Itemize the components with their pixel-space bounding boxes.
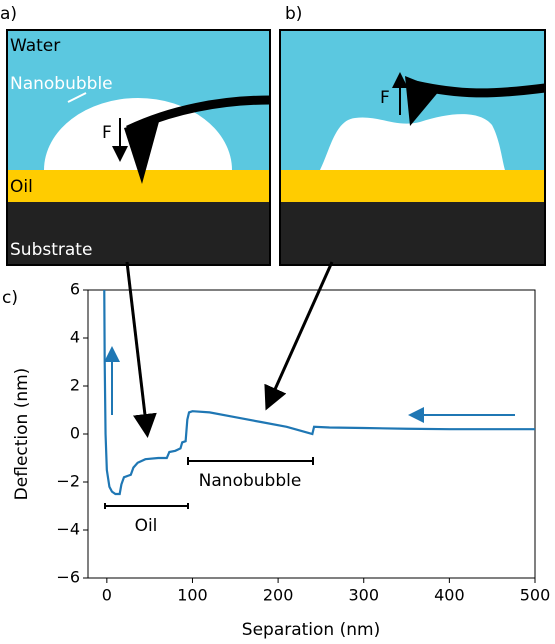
connector-arrow <box>125 261 157 438</box>
y-axis-title: Deflection (nm) <box>12 368 32 501</box>
y-tick-label: −2 <box>56 472 80 491</box>
label: F <box>102 123 112 143</box>
y-tick-label: 6 <box>70 280 80 299</box>
bracket <box>104 503 189 509</box>
y-tick-label: −6 <box>56 568 80 587</box>
panel-label: b) <box>285 4 302 24</box>
annotation: Nanobubble <box>199 471 302 491</box>
panel-b: b) F <box>279 4 546 266</box>
data-line <box>103 290 535 496</box>
annotation: Oil <box>135 516 158 536</box>
x-axis-title: Separation (nm) <box>242 620 380 640</box>
y-tick-label: 2 <box>70 376 80 395</box>
x-tick-label: 400 <box>434 586 465 605</box>
x-tick-label: 0 <box>102 586 112 605</box>
x-tick-label: 200 <box>263 586 294 605</box>
frame <box>279 29 546 266</box>
label: F <box>380 88 390 108</box>
label: Substrate <box>10 240 92 260</box>
nanobubble <box>320 114 505 170</box>
x-tick-label: 500 <box>520 586 551 605</box>
y-tick-label: 0 <box>70 424 80 443</box>
oil-layer <box>280 170 545 202</box>
substrate <box>7 202 270 265</box>
tip <box>124 118 160 184</box>
y-tick-label: −4 <box>56 520 80 539</box>
connector-arrow <box>264 261 334 411</box>
pointer <box>67 92 87 103</box>
chart: c) Separation (nm) Deflection (nm) Oil N… <box>2 280 550 641</box>
y-tick-label: 4 <box>70 328 80 347</box>
panel-label: c) <box>2 288 18 308</box>
x-tick-label: 100 <box>177 586 208 605</box>
substrate <box>280 202 545 265</box>
tip <box>405 76 440 126</box>
frame <box>6 29 271 266</box>
oil-layer <box>7 170 270 202</box>
label: Nanobubble <box>10 74 113 94</box>
x-tick-label: 300 <box>348 586 379 605</box>
label: Water <box>10 36 60 56</box>
label: Oil <box>10 177 33 197</box>
bracket <box>187 457 314 465</box>
panel-label: a) <box>0 4 17 24</box>
panel-a: a) Water Nanobubble F Oil Substrate <box>0 4 271 266</box>
